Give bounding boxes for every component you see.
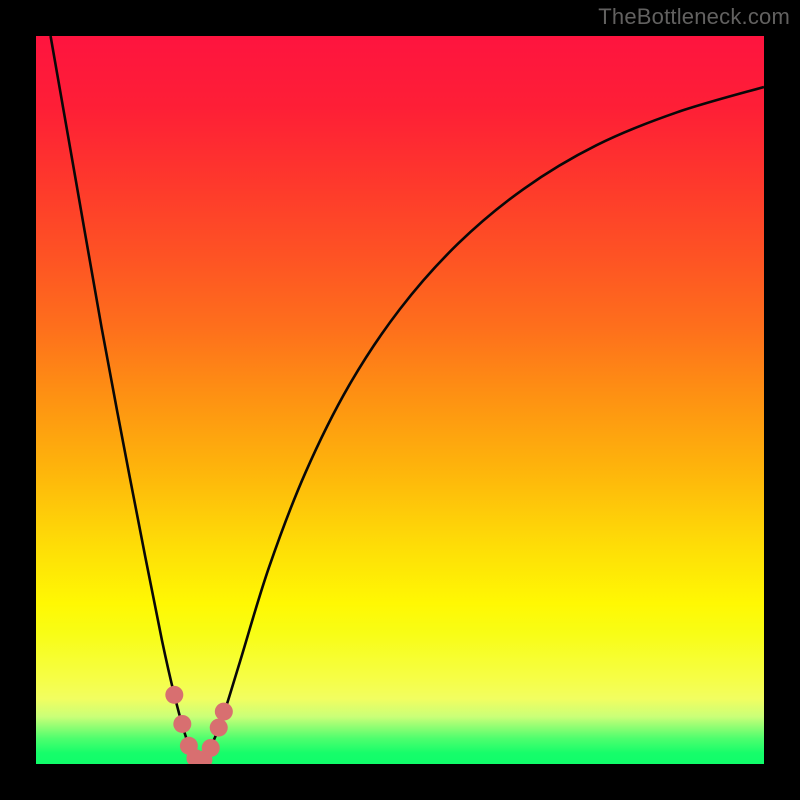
valley-marker	[173, 715, 191, 733]
valley-marker	[202, 739, 220, 757]
plot-gradient-background	[36, 36, 764, 764]
attribution-label: TheBottleneck.com	[598, 4, 790, 30]
bottleneck-chart	[0, 0, 800, 800]
valley-marker	[165, 686, 183, 704]
valley-marker	[215, 703, 233, 721]
valley-marker	[210, 719, 228, 737]
